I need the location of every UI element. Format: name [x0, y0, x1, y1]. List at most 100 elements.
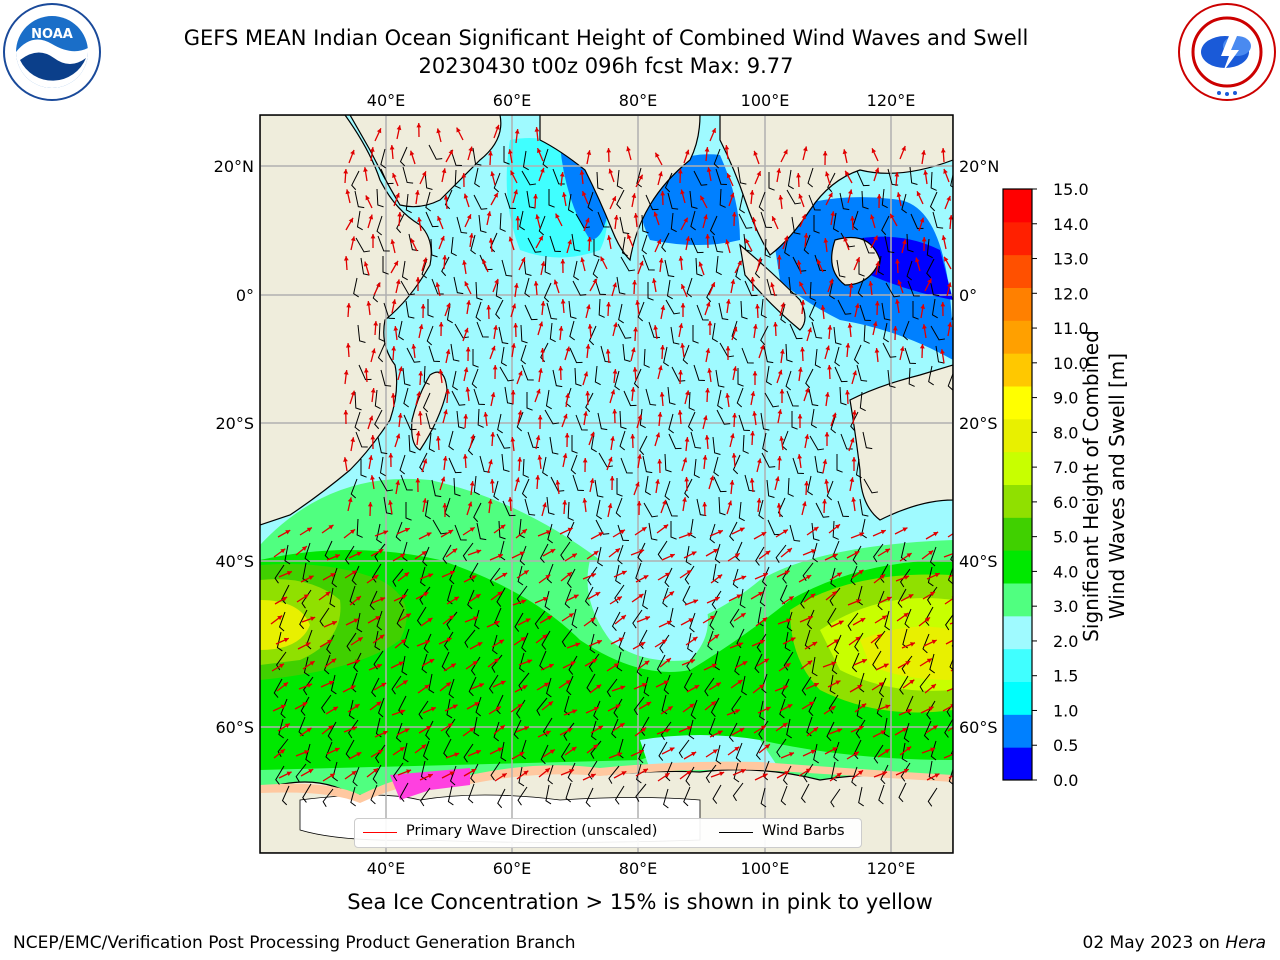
wind-barb [908, 367, 915, 387]
wind-barb [739, 588, 746, 609]
wave-direction-arrowhead [667, 706, 673, 711]
wind-barb [661, 694, 668, 715]
wind-barb [944, 613, 953, 631]
wave-direction-arrowhead [870, 214, 875, 220]
wave-direction-arrowhead [558, 326, 564, 331]
wave-direction-arrowhead [533, 194, 538, 199]
wave-direction-arrowhead [639, 549, 645, 554]
wave-direction-arrowhead [632, 280, 637, 285]
wind-barb [690, 699, 698, 720]
wind-barb [839, 192, 850, 211]
wind-barb [623, 390, 637, 407]
colorbar-segment [1003, 550, 1032, 584]
wave-direction-arrowhead [785, 663, 791, 668]
wind-barb [344, 545, 355, 565]
wind-barb [662, 587, 669, 608]
wave-direction-arrowhead [618, 637, 624, 642]
wind-barb [927, 787, 938, 807]
wave-direction-arrowhead [617, 752, 623, 757]
wind-barb [536, 697, 548, 716]
wind-barb [880, 764, 889, 785]
wind-barb [330, 674, 337, 695]
wave-direction-arrowhead [368, 415, 374, 421]
wind-barb [671, 366, 686, 382]
australia-land [849, 364, 953, 521]
wave-direction-arrowhead [842, 149, 848, 155]
wave-direction-arrowhead [435, 282, 441, 288]
wind-barb [500, 346, 507, 367]
wave-direction-arrowhead [664, 773, 670, 778]
wind-barb [395, 722, 403, 743]
wave-direction-arrowhead [678, 323, 684, 329]
wave-direction-arrowhead [452, 704, 458, 709]
wind-barb [399, 454, 406, 475]
wave-direction-arrowhead [704, 435, 710, 440]
wave-direction-arrowhead [615, 704, 621, 709]
wave-direction-arrowhead [518, 370, 523, 376]
wave-direction-arrowhead [931, 639, 937, 645]
wave-direction-arrowhead [734, 746, 740, 752]
wave-direction-arrowhead [535, 214, 541, 220]
wind-barbs-legend-label: Wind Barbs [762, 823, 845, 839]
wind-barb [547, 523, 553, 544]
wave-direction-arrowhead [440, 235, 445, 241]
wind-barb [540, 744, 549, 765]
wave-direction-arrowhead [286, 571, 292, 576]
wave-direction-arrowhead [350, 236, 356, 242]
wind-barb [546, 302, 558, 320]
colorbar-tick-label: 5.0 [1053, 528, 1078, 547]
wind-barb [501, 259, 513, 277]
wind-barb [739, 193, 745, 214]
wind-barb [587, 760, 598, 780]
wind-barb [831, 654, 838, 675]
wave-direction-arrowhead [415, 478, 421, 483]
wave-direction-arrowhead [943, 168, 948, 174]
wind-barb [715, 168, 727, 186]
wave-direction-arrowhead [308, 769, 314, 774]
sea-ice-note: Sea Ice Concentration > 15% is shown in … [347, 890, 933, 914]
wave-direction-arrowhead [809, 701, 815, 707]
wave-direction-arrowhead [426, 726, 432, 731]
wave-direction-arrowhead [827, 325, 833, 330]
wave-direction-arrowhead [328, 680, 334, 686]
wind-barb [900, 541, 907, 562]
wind-barb [383, 302, 395, 320]
wave-direction-arrowhead [663, 524, 669, 530]
wind-barb [569, 320, 575, 341]
wind-barb [709, 523, 716, 544]
wave-direction-arrowhead [689, 703, 695, 709]
wind-barb [383, 496, 393, 515]
wave-direction-arrowhead [545, 730, 551, 736]
wave-direction-arrowhead [707, 321, 713, 326]
wind-barb [355, 431, 368, 448]
wind-barb [737, 368, 744, 387]
wave-direction-arrowhead [483, 412, 489, 417]
wave-direction-arrowhead [760, 725, 766, 730]
wave-direction-arrowhead [843, 236, 848, 242]
wave-direction-arrowhead [596, 684, 602, 690]
wave-direction-arrowhead [546, 530, 551, 535]
wave-direction-arrowhead [825, 345, 830, 351]
wave-direction-arrowhead [492, 365, 498, 370]
wind-barb [659, 634, 670, 654]
wave-direction-arrowhead [523, 570, 529, 575]
wave-direction-arrowhead [376, 128, 382, 134]
wind-barb [862, 431, 873, 450]
colorbar-tick-label: 7.0 [1053, 458, 1078, 477]
wind-barb [300, 696, 310, 716]
wind-barb [872, 650, 882, 670]
wind-barb [560, 541, 571, 561]
wave-direction-arrowhead [835, 524, 841, 529]
wave-direction-arrowhead [655, 432, 661, 438]
wind-barb [274, 564, 285, 584]
wind-barb [323, 654, 331, 675]
wave-direction-arrowhead [513, 323, 519, 328]
wind-barb [401, 260, 408, 281]
wind-barb [930, 740, 937, 761]
wind-barb [565, 782, 572, 803]
wave-direction-arrowhead [369, 147, 375, 152]
wind-barb [958, 344, 964, 362]
wind-barb [443, 631, 454, 651]
wind-barb [956, 237, 961, 256]
wind-barb [614, 584, 625, 604]
